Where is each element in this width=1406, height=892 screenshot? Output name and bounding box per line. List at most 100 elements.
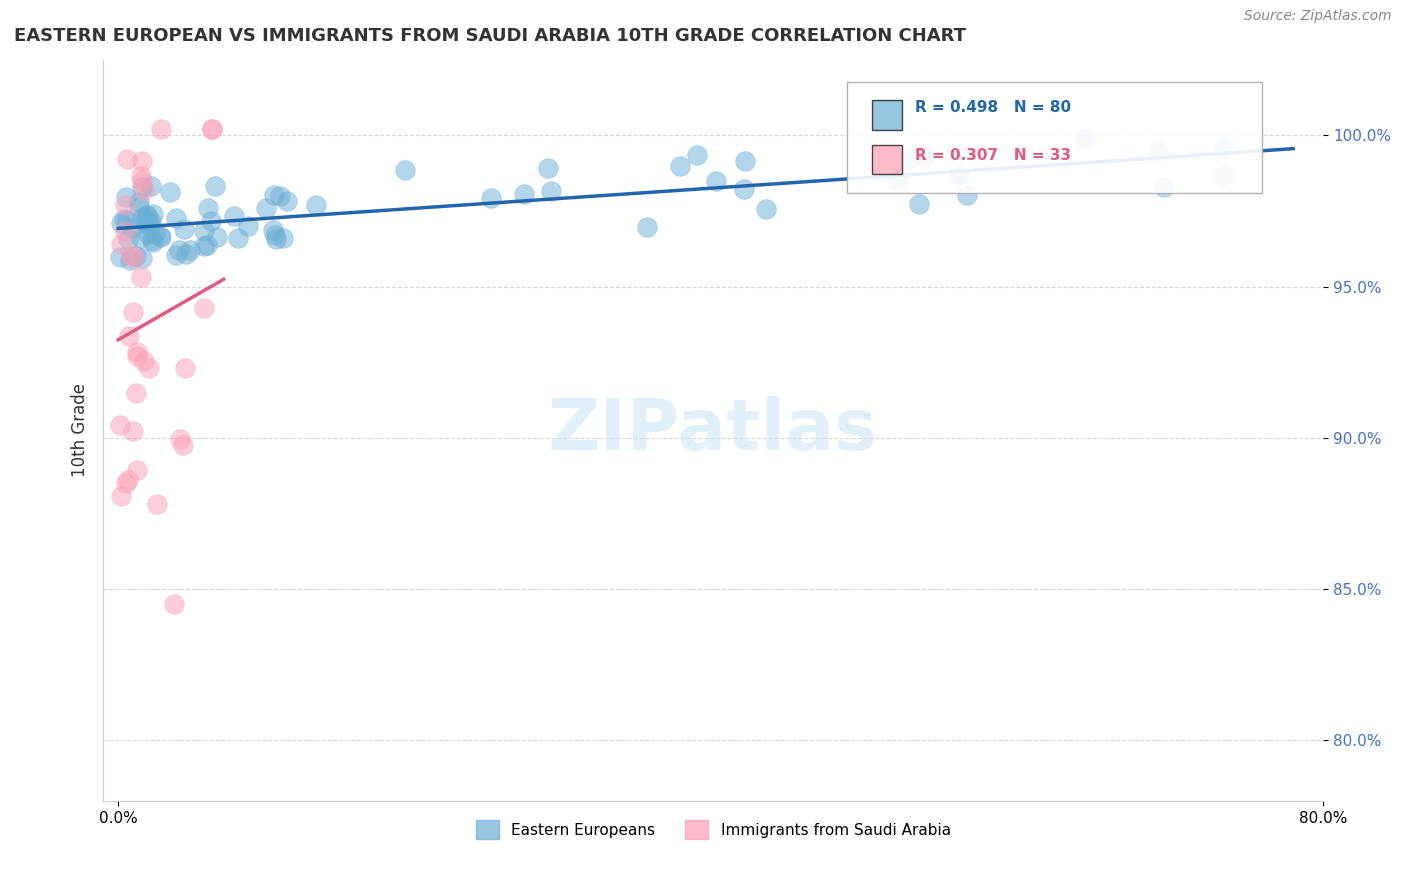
Point	[108, 251, 131, 265]
Text: R = 0.498   N = 80: R = 0.498 N = 80	[914, 100, 1070, 115]
Point	[167, 244, 190, 258]
Point	[139, 214, 162, 228]
Point	[159, 185, 181, 199]
FancyBboxPatch shape	[872, 145, 903, 175]
Point	[1153, 180, 1175, 194]
Point	[908, 197, 931, 211]
Point	[537, 161, 560, 176]
Point	[165, 211, 187, 225]
Point	[132, 183, 155, 197]
Text: ZIPatlas: ZIPatlas	[548, 396, 879, 465]
Point	[173, 222, 195, 236]
Point	[898, 152, 921, 166]
Point	[668, 159, 690, 173]
Point	[195, 237, 218, 252]
Point	[174, 247, 197, 261]
Point	[125, 345, 148, 359]
Point	[142, 235, 165, 249]
Point	[132, 210, 155, 224]
FancyBboxPatch shape	[848, 82, 1263, 193]
Point	[481, 191, 503, 205]
Point	[136, 227, 159, 241]
Point	[131, 174, 153, 188]
Point	[734, 154, 756, 169]
Point	[114, 476, 136, 491]
Point	[1212, 169, 1234, 184]
Point	[264, 232, 287, 246]
Legend: Eastern Europeans, Immigrants from Saudi Arabia: Eastern Europeans, Immigrants from Saudi…	[470, 814, 957, 845]
Point	[636, 220, 658, 235]
Point	[121, 305, 143, 319]
Point	[179, 243, 201, 257]
Point	[132, 354, 155, 368]
Point	[146, 497, 169, 511]
Point	[129, 269, 152, 284]
Point	[704, 174, 727, 188]
Point	[138, 218, 160, 232]
Point	[128, 194, 150, 209]
Point	[138, 361, 160, 376]
Point	[117, 232, 139, 246]
Point	[254, 201, 277, 215]
Point	[262, 223, 284, 237]
Point	[142, 207, 165, 221]
Point	[124, 250, 146, 264]
Point	[112, 212, 135, 227]
Point	[114, 198, 136, 212]
Point	[135, 209, 157, 223]
Point	[276, 194, 298, 208]
Point	[890, 167, 912, 181]
Point	[200, 214, 222, 228]
Point	[150, 122, 173, 136]
Point	[755, 202, 778, 217]
Point	[955, 188, 977, 202]
Point	[263, 228, 285, 243]
Point	[238, 219, 260, 234]
Point	[135, 211, 157, 225]
Text: EASTERN EUROPEAN VS IMMIGRANTS FROM SAUDI ARABIA 10TH GRADE CORRELATION CHART: EASTERN EUROPEAN VS IMMIGRANTS FROM SAUD…	[14, 27, 966, 45]
Point	[120, 249, 142, 263]
Point	[118, 329, 141, 343]
Point	[204, 179, 226, 194]
Point	[131, 231, 153, 245]
Point	[201, 122, 224, 136]
Point	[949, 168, 972, 182]
Point	[540, 184, 562, 198]
Point	[271, 231, 294, 245]
Point	[193, 301, 215, 315]
Point	[304, 198, 326, 212]
Point	[193, 224, 215, 238]
Point	[165, 248, 187, 262]
Point	[150, 230, 173, 244]
Point	[193, 238, 215, 252]
Point	[121, 221, 143, 235]
Point	[115, 152, 138, 166]
Point	[128, 200, 150, 214]
Point	[914, 150, 936, 164]
Point	[135, 216, 157, 230]
Point	[121, 424, 143, 438]
Point	[118, 252, 141, 267]
Point	[110, 489, 132, 503]
Point	[124, 386, 146, 401]
Point	[131, 154, 153, 169]
Text: Source: ZipAtlas.com: Source: ZipAtlas.com	[1244, 9, 1392, 23]
Point	[131, 251, 153, 265]
Point	[733, 182, 755, 196]
Point	[269, 188, 291, 202]
Point	[125, 249, 148, 263]
Point	[1213, 141, 1236, 155]
Point	[115, 190, 138, 204]
Y-axis label: 10th Grade: 10th Grade	[72, 384, 89, 477]
Point	[172, 437, 194, 451]
Point	[163, 597, 186, 611]
Point	[1146, 144, 1168, 158]
Point	[173, 361, 195, 376]
Text: R = 0.307   N = 33: R = 0.307 N = 33	[914, 148, 1070, 163]
Point	[169, 432, 191, 446]
Point	[141, 179, 163, 194]
Point	[226, 231, 249, 245]
Point	[110, 216, 132, 230]
Point	[149, 228, 172, 243]
Point	[197, 201, 219, 215]
